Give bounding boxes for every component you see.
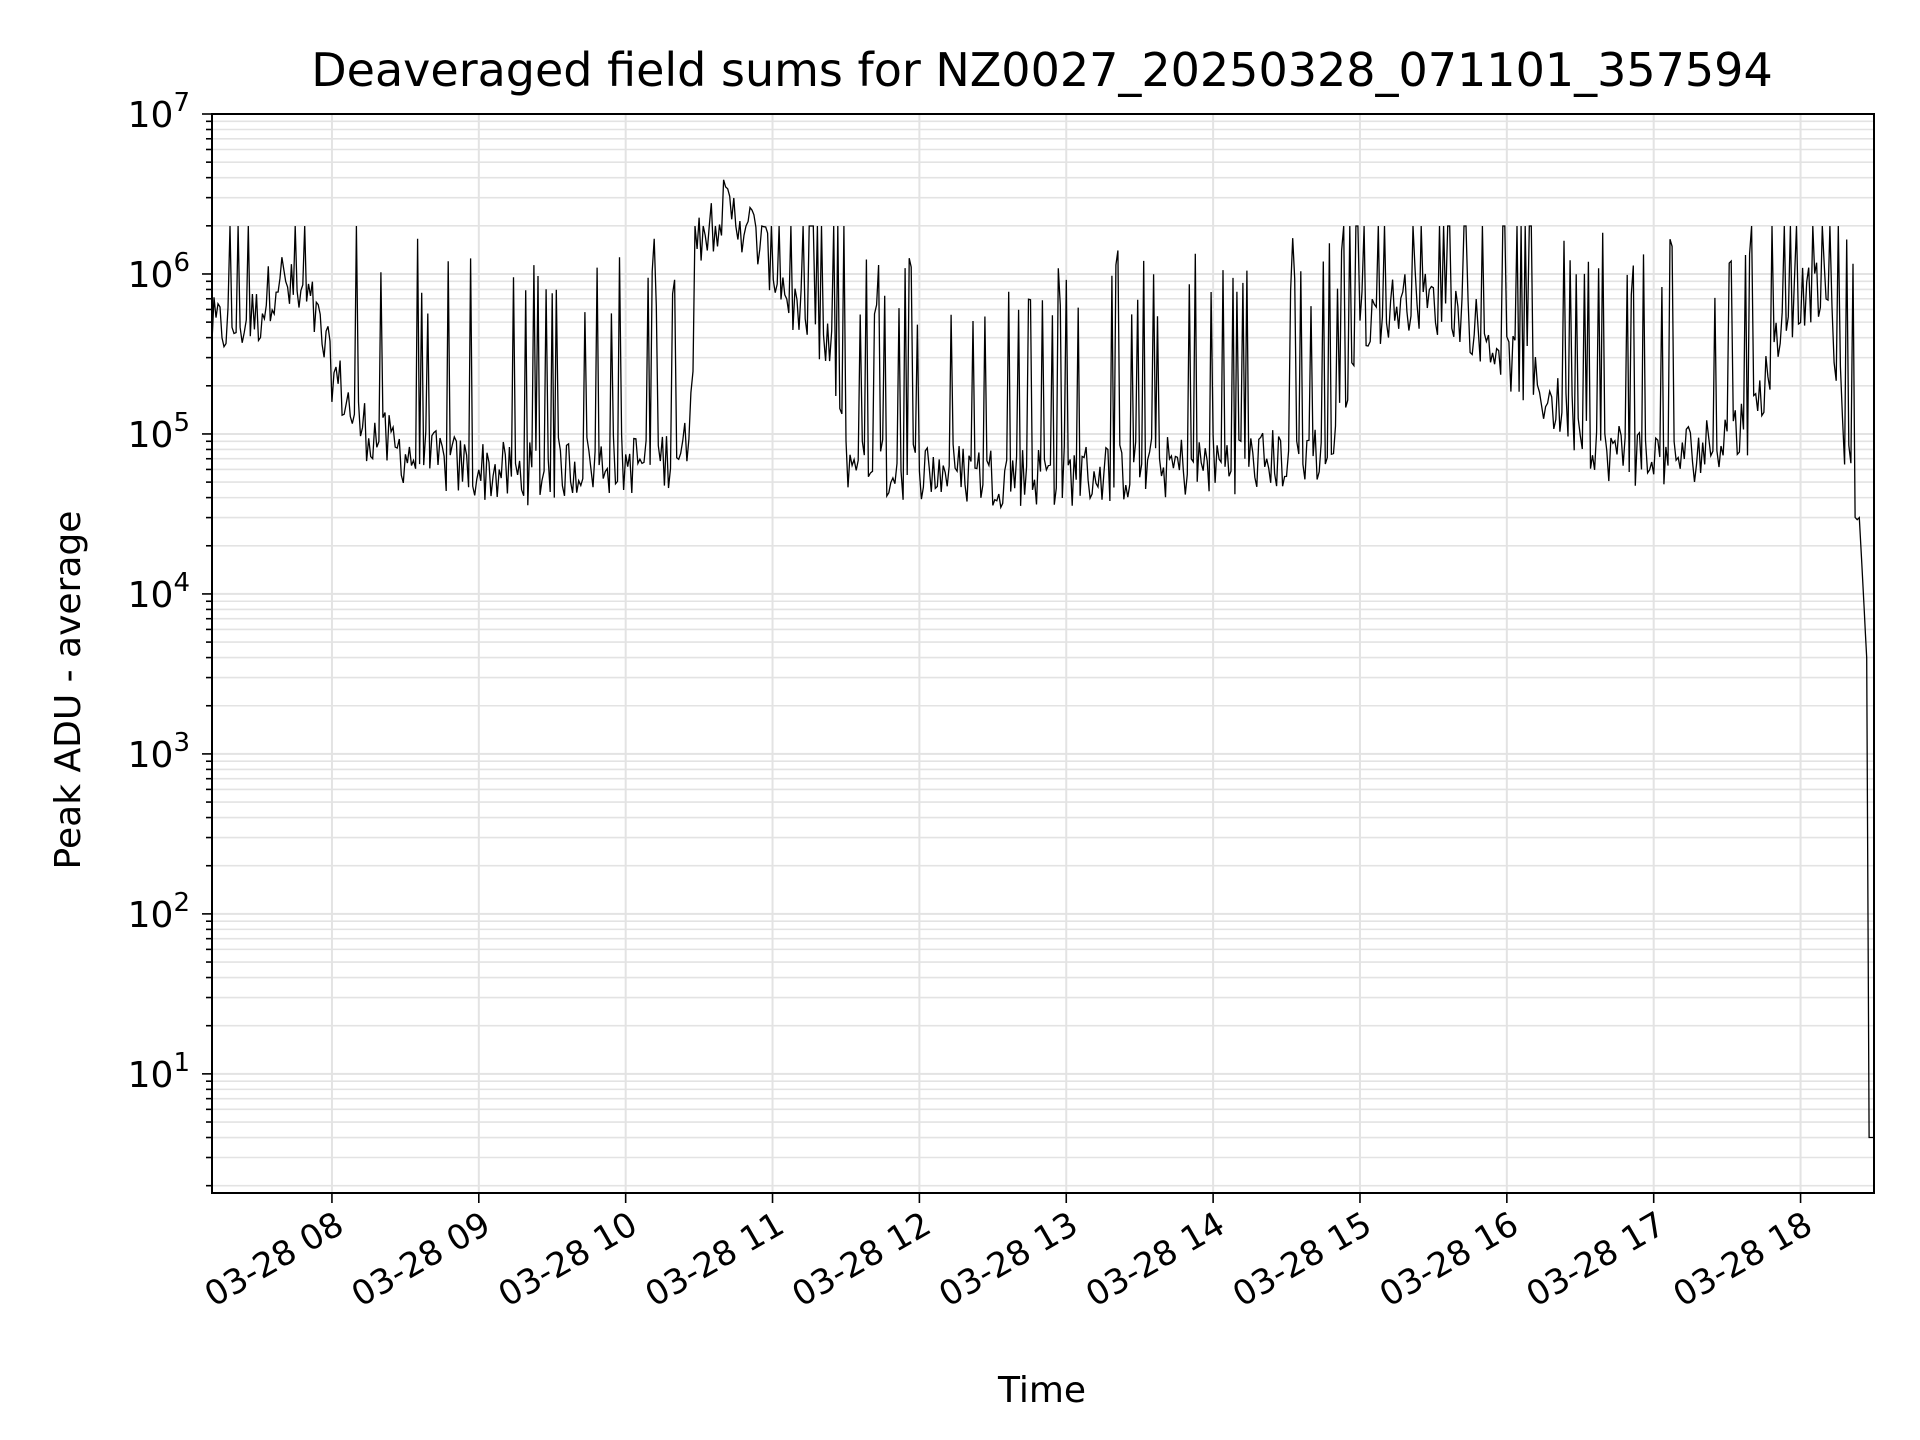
- plot-frame: [211, 113, 1875, 1194]
- x-axis-title: Time: [997, 1370, 1086, 1411]
- x-tick-label: 03-28 08: [198, 1204, 350, 1315]
- grid: [212, 113, 1874, 1193]
- x-tick-label: 03-28 18: [1667, 1204, 1819, 1315]
- y-tick-label: 101: [128, 1048, 190, 1096]
- data-line: [211, 179, 1874, 1139]
- y-tick-label: 107: [128, 88, 190, 136]
- y-tick-label: 105: [128, 408, 190, 456]
- x-tick-label: 03-28 09: [345, 1204, 497, 1315]
- x-tick-label: 03-28 16: [1373, 1204, 1525, 1315]
- x-tick-label: 03-28 14: [1079, 1204, 1231, 1315]
- data-series: [211, 179, 1874, 1139]
- x-tick-label: 03-28 15: [1226, 1204, 1378, 1315]
- y-tick-label: 106: [128, 248, 190, 296]
- x-tick-label: 03-28 17: [1520, 1204, 1672, 1315]
- y-tick-label: 104: [128, 568, 190, 616]
- y-axis-title: Peak ADU - average: [48, 511, 89, 870]
- axes: [202, 113, 1875, 1203]
- x-tick-label: 03-28 13: [932, 1204, 1084, 1315]
- y-tick-label: 102: [128, 888, 190, 936]
- chart-title: Deaveraged field sums for NZ0027_2025032…: [311, 43, 1772, 97]
- x-tick-label: 03-28 10: [492, 1204, 644, 1315]
- y-tick-label: 103: [128, 728, 190, 776]
- x-tick-label: 03-28 12: [785, 1204, 937, 1315]
- x-tick-label: 03-28 11: [639, 1204, 791, 1315]
